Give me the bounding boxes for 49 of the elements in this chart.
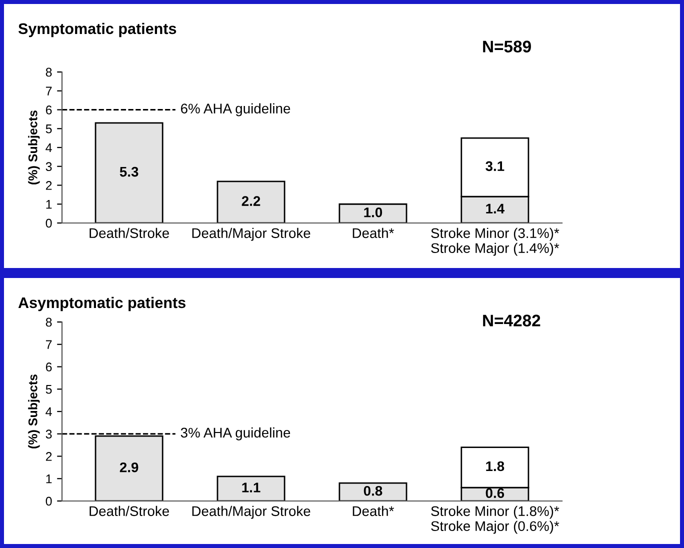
ref-line-label: 6% AHA guideline bbox=[181, 103, 290, 116]
y-tick-label: 7 bbox=[46, 340, 52, 349]
y-tick-label: 1 bbox=[46, 200, 52, 209]
y-tick-label: 2 bbox=[46, 452, 52, 461]
x-tick-label: Death/Stroke bbox=[90, 228, 169, 238]
y-tick-label: 7 bbox=[46, 86, 52, 96]
text: N=589 bbox=[483, 40, 531, 52]
chart-title: Symptomatic patients bbox=[18, 22, 176, 38]
data-label: 1.0 bbox=[364, 207, 382, 218]
x-tick-label: Death/Major Stroke bbox=[192, 506, 310, 519]
y-tick-label: 3 bbox=[46, 430, 52, 439]
data-label: 2.9 bbox=[120, 462, 138, 472]
bar bbox=[338, 482, 408, 501]
data-label: 1.8 bbox=[486, 461, 504, 472]
x-tick-label: Death/Stroke bbox=[90, 506, 169, 516]
data-label: 0.8 bbox=[364, 486, 382, 496]
y-axis-title: (%) Subjects bbox=[28, 374, 40, 448]
x-tick-label: Death* bbox=[352, 506, 394, 516]
y-tick-label: 6 bbox=[46, 362, 52, 372]
y-tick-label: 5 bbox=[46, 385, 52, 394]
x-tick-label: Death/Major Stroke bbox=[192, 228, 310, 241]
data-label: 3.1 bbox=[486, 161, 504, 172]
data-label: 5.3 bbox=[120, 166, 138, 177]
y-tick-label: 8 bbox=[46, 318, 52, 327]
y-tick-label: 0 bbox=[46, 496, 52, 506]
bar bbox=[216, 476, 286, 501]
x-tick-label: Stroke Minor (1.8%)* Stroke Major (0.6%)* bbox=[431, 506, 560, 534]
y-tick-label: 6 bbox=[46, 106, 52, 114]
data-label: 2.2 bbox=[242, 196, 260, 206]
y-tick-label: 1 bbox=[46, 474, 52, 484]
y-axis-title: (%) Subjects bbox=[28, 110, 40, 184]
y-tick-label: 3 bbox=[46, 162, 52, 172]
y-tick-label: 8 bbox=[46, 68, 52, 77]
data-label: 0.6 bbox=[486, 488, 504, 498]
y-tick-label: 5 bbox=[46, 124, 52, 134]
ref-line-label: 3% AHA guideline bbox=[180, 427, 290, 440]
bar bbox=[94, 122, 164, 223]
y-tick-label: 4 bbox=[46, 407, 52, 416]
annotation: N=4282 bbox=[483, 314, 540, 326]
y-tick-label: 0 bbox=[46, 218, 52, 228]
y-tick-label: 2 bbox=[46, 181, 52, 190]
x-tick-label: Death* bbox=[352, 228, 394, 238]
x-tick-label: Stroke Minor (3.1%)* Stroke Major (1.4%)* bbox=[431, 228, 560, 256]
bar bbox=[338, 203, 408, 223]
bar bbox=[216, 180, 286, 223]
data-label: 1.1 bbox=[242, 482, 260, 492]
chart-title: Asymptomatic patients bbox=[18, 296, 186, 312]
data-label: 1.4 bbox=[486, 204, 505, 214]
y-tick-label: 4 bbox=[46, 143, 52, 152]
